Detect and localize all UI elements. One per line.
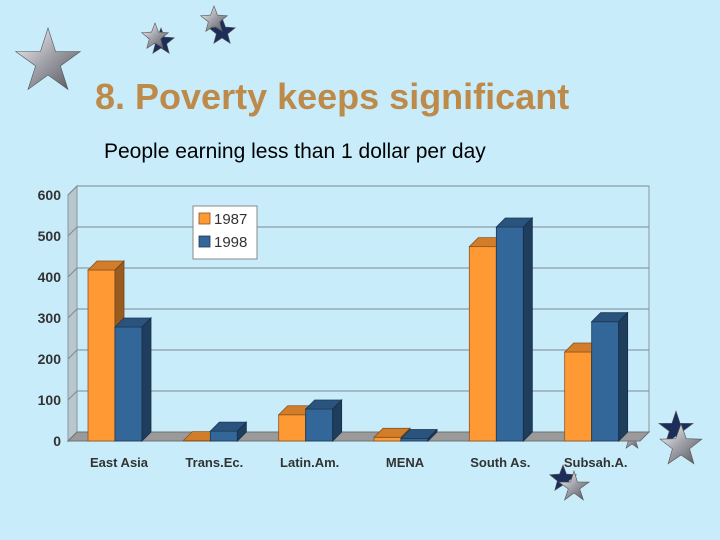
chart-axis-labels: 0 100 200 300 400 500 600 East Asia Trans.Ec. Lat…: [38, 187, 628, 470]
y-tick-label: 100: [38, 392, 62, 408]
plot-floor: [66, 431, 651, 442]
bar-1998-2: [304, 399, 343, 442]
legend-label: 1987: [214, 211, 247, 228]
legend-swatch: [198, 235, 211, 248]
y-tick-label: 200: [38, 351, 62, 367]
legend-swatch: [198, 212, 211, 225]
y-tick-label: 300: [38, 310, 62, 326]
star-icon: [659, 423, 703, 465]
x-tick-label: Subsah.A.: [564, 455, 628, 470]
star-icon: [658, 410, 694, 445]
x-tick-label: East Asia: [90, 455, 149, 470]
star-icon: [199, 5, 229, 32]
chart-legend: 1987 1998: [192, 205, 258, 260]
bar-1998-5: [590, 311, 629, 442]
y-tick-label: 500: [38, 228, 62, 244]
gridline: [67, 226, 78, 237]
gridline: [67, 390, 78, 401]
x-tick-label: MENA: [386, 455, 425, 470]
gridline: [67, 267, 78, 278]
x-tick-label: South As.: [470, 455, 530, 470]
x-tick-label: Trans.Ec.: [185, 455, 243, 470]
chart-plot-area: [66, 184, 651, 443]
chart-gridlines: [67, 185, 649, 401]
legend-label: 1998: [214, 234, 247, 251]
y-tick-label: 600: [38, 187, 62, 203]
y-tick-label: 400: [38, 269, 62, 285]
bar-1998-1: [209, 421, 248, 442]
slide-subtitle: People earning less than 1 dollar per da…: [104, 140, 486, 163]
star-icon: [14, 27, 82, 91]
gridline: [67, 185, 78, 196]
bar-1998-4: [495, 217, 534, 442]
slide-title: 8. Poverty keeps significant: [95, 76, 570, 117]
y-tick-label: 0: [53, 433, 61, 449]
chart-bars: [87, 217, 629, 442]
bar-1998-3: [400, 428, 438, 442]
decorative-stars: [14, 5, 703, 501]
x-tick-label: Latin.Am.: [280, 455, 339, 470]
gridline: [67, 349, 78, 360]
bar-1998-0: [114, 317, 152, 442]
star-icon: [557, 470, 591, 501]
gridline: [67, 308, 78, 319]
star-icon: [140, 22, 170, 49]
